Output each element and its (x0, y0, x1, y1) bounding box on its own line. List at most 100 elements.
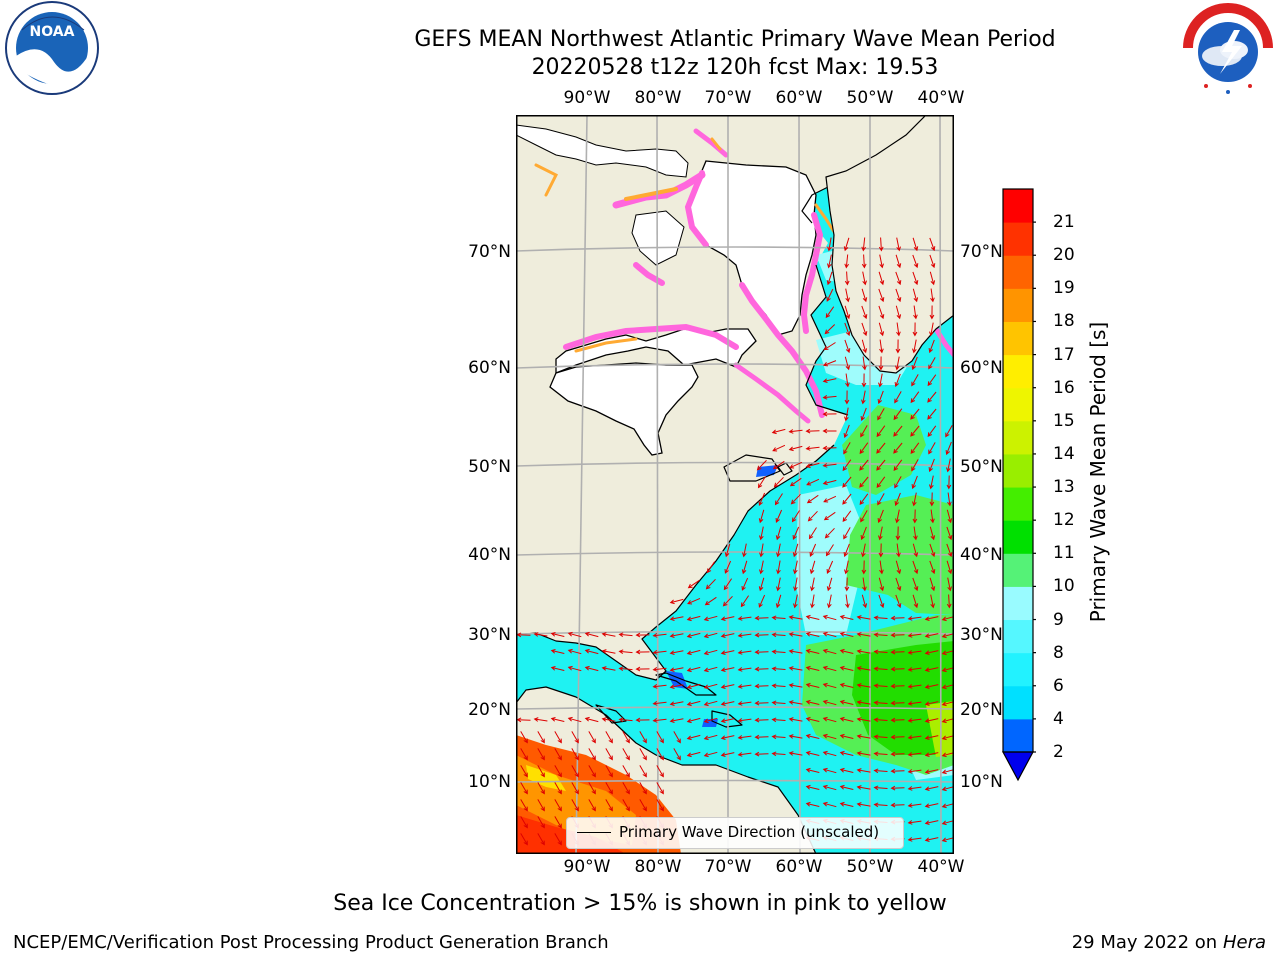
wave-arrow (856, 666, 871, 671)
wave-arrow (895, 560, 902, 575)
wave-arrow (907, 718, 922, 723)
colorbar-tick-label: 14 (1053, 443, 1075, 464)
wave-arrow (839, 631, 854, 637)
wave-arrow (876, 442, 886, 454)
wave-arrow (929, 526, 936, 541)
wave-arrow (601, 632, 616, 637)
wave-arrow (652, 683, 667, 689)
wave-arrow (635, 632, 650, 638)
wave-arrow (537, 833, 545, 846)
chart-subtitle: 20220528 t12z 120h fcst Max: 19.53 (531, 55, 939, 80)
wave-arrow (928, 458, 935, 473)
wave-arrow (876, 476, 886, 489)
wave-arrow (686, 717, 701, 724)
wave-arrow (567, 716, 582, 723)
wave-arrow (720, 701, 735, 706)
wave-arrow (912, 254, 919, 269)
wave-arrow (879, 560, 884, 575)
wave-arrow (873, 734, 888, 740)
chart-title: GEFS MEAN Northwest Atlantic Primary Wav… (414, 27, 1056, 52)
wave-arrow (823, 342, 836, 351)
wave-arrow (878, 594, 885, 609)
wave-arrow (554, 782, 562, 795)
wave-arrow (737, 718, 752, 723)
wave-arrow (924, 820, 939, 825)
wave-arrow (554, 748, 562, 761)
colorbar-tick-label: 17 (1053, 344, 1075, 365)
wave-arrow (758, 577, 765, 592)
wave-arrow (893, 408, 903, 421)
wave-arrow (890, 683, 905, 689)
colorbar-tick-label: 18 (1053, 311, 1075, 332)
wave-arrow (861, 288, 868, 303)
wave-arrow (890, 768, 905, 774)
wave-arrow (928, 442, 936, 455)
colorbar-tick-label: 2 (1053, 742, 1064, 762)
colorbar-segment (1003, 487, 1033, 521)
wave-arrow (895, 577, 902, 592)
wave-arrow (877, 493, 885, 506)
wave-arrow (878, 271, 885, 286)
wave-arrow (706, 561, 716, 574)
wave-arrow (910, 391, 920, 404)
wave-arrow (635, 717, 650, 723)
wave-arrow (907, 667, 922, 672)
wave-arrow (845, 594, 850, 609)
wave-arrow (946, 475, 952, 490)
wave-arrow (873, 683, 888, 689)
lat-tick-left: 60°N (468, 358, 511, 378)
nws-logo (1176, 0, 1280, 100)
wave-arrow (759, 526, 764, 541)
wave-arrow (890, 649, 905, 655)
wave-arrow (924, 616, 939, 621)
wave-arrow (704, 596, 717, 606)
wave-arrow (924, 752, 939, 757)
foxe-basin (631, 210, 685, 266)
wave-arrow (856, 649, 871, 654)
lat-tick-left: 40°N (468, 545, 511, 565)
wave-arrow (686, 751, 701, 758)
wave-arrow (946, 560, 953, 575)
wave-arrow (839, 665, 854, 671)
noaa-logo-text: NOAA (30, 24, 75, 40)
wave-arrow (844, 356, 851, 371)
wave-arrow (910, 408, 920, 420)
wave-arrow (873, 615, 888, 621)
wave-arrow (737, 616, 752, 621)
wave-arrow (737, 701, 752, 706)
wave-arrow (669, 684, 684, 689)
wave-arrow (805, 716, 820, 722)
wave-arrow (720, 667, 735, 672)
wave-arrow (656, 782, 664, 795)
colorbar-segment (1003, 685, 1033, 720)
colorbar-tick-label: 20 (1053, 245, 1075, 266)
wave-arrow (890, 717, 905, 723)
wave-arrow (805, 767, 820, 773)
colorbar (1000, 186, 1036, 786)
wave-arrow (896, 543, 901, 558)
wave-arrow (924, 803, 939, 808)
wave-arrow (822, 648, 837, 655)
wave-arrow (842, 476, 852, 488)
wave-arrow (759, 543, 764, 558)
wave-arrow (703, 734, 718, 741)
wave-arrow (912, 594, 919, 609)
lon-tick-top: 50°W (846, 88, 894, 108)
wave-arrow (826, 288, 834, 302)
wave-arrow (843, 237, 850, 252)
wave-arrow (843, 424, 850, 439)
wave-arrow (911, 374, 919, 387)
wave-arrow (878, 356, 884, 371)
wave-arrow (877, 408, 885, 421)
wave-arrow (550, 632, 565, 637)
wave-arrow (584, 665, 599, 672)
wave-arrow (737, 752, 752, 757)
wave-arrow (895, 356, 900, 371)
lat-tick-right: 50°N (960, 457, 1003, 477)
run-host: Hera (1222, 932, 1266, 953)
wave-arrow (588, 748, 596, 761)
wave-arrow (737, 650, 752, 655)
wave-arrow (520, 731, 528, 744)
wave-arrow (742, 543, 747, 558)
wave-arrow (873, 717, 888, 723)
